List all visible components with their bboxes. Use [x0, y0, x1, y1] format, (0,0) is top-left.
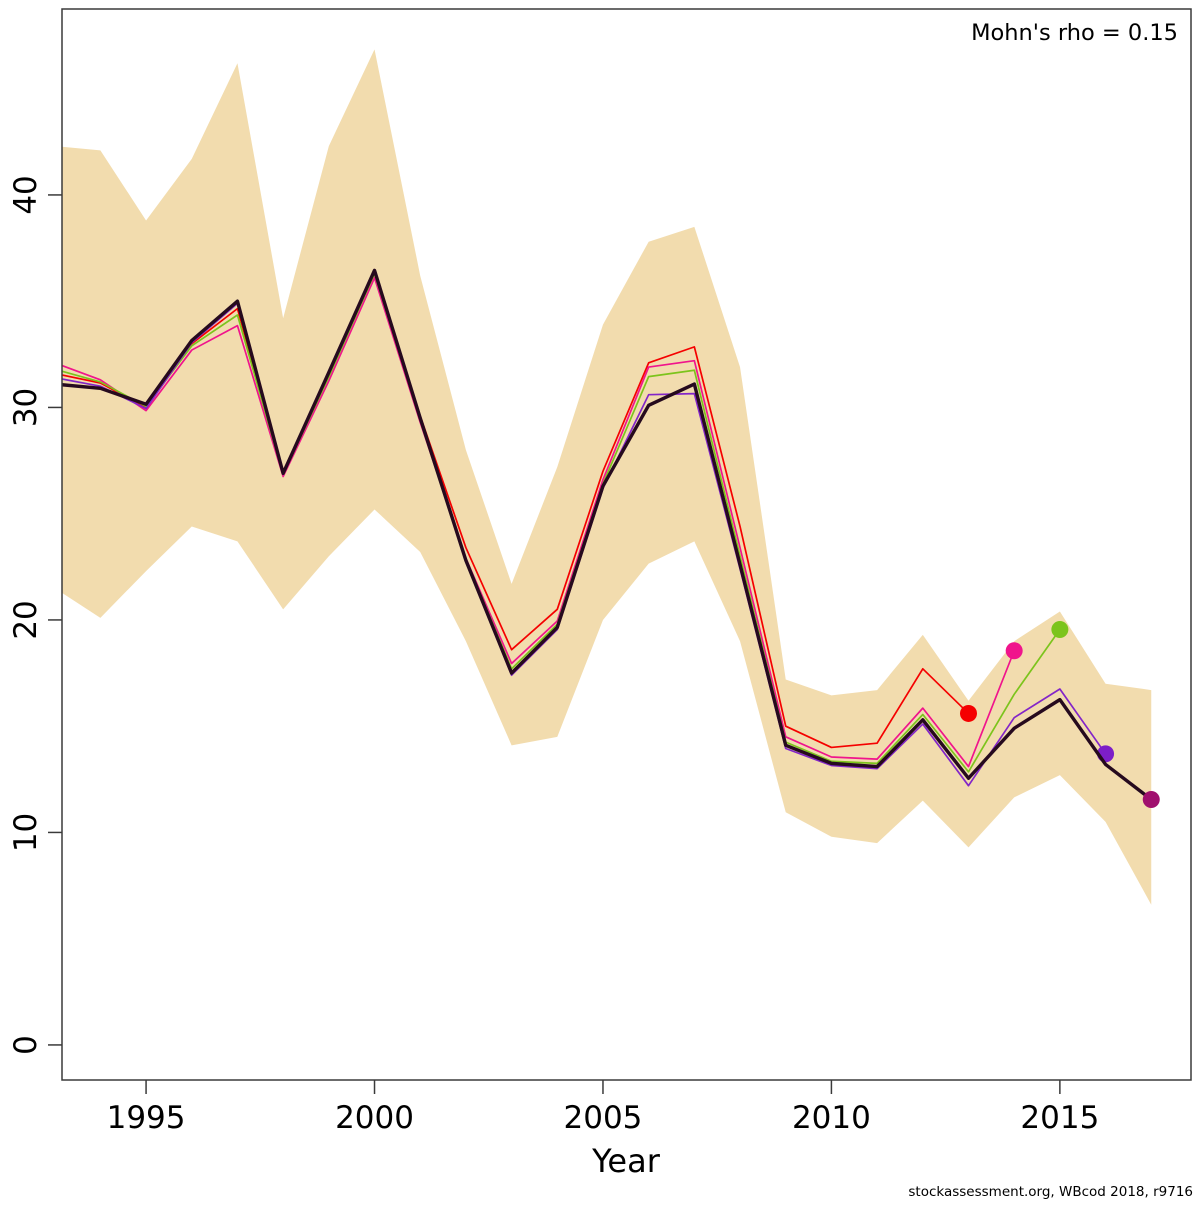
y-axis-tick-label: 20 [8, 600, 44, 639]
retro-peel-2014-line [62, 276, 1016, 768]
final-run-confidence-band [62, 49, 1152, 905]
final-run-line [62, 268, 1153, 802]
axes-layer: 1995 2000 2005 2010 2015 0 10 20 30 40 [8, 175, 1099, 1136]
x-axis-tick-label: 2015 [1020, 1100, 1099, 1136]
mohns-rho-annotation: Mohn's rho = 0.15 [971, 20, 1178, 46]
x-axis-tick-label: 1995 [107, 1100, 186, 1136]
retro-peel-2015-endpoint-dot [1051, 621, 1069, 638]
retro-peel-2013-endpoint-dot [959, 704, 977, 722]
plot-border-box [61, 8, 1192, 1081]
x-axis-tick-label: 2010 [792, 1100, 871, 1136]
confidence-band-layer [62, 49, 1152, 905]
footer-credit: stockassessment.org, WBcod 2018, r9716 [908, 1184, 1193, 1200]
y-axis-tick-label: 40 [8, 175, 44, 214]
retro-peel-2014-endpoint-dot [1005, 642, 1023, 660]
x-axis-tick-label: 2000 [335, 1100, 414, 1136]
series-layer [62, 268, 1160, 808]
y-axis-tick-label: 0 [8, 1035, 44, 1055]
y-axis-tick-label: 10 [8, 813, 44, 852]
retro-peel-2013-line [62, 272, 970, 749]
x-axis-title: Year [591, 1142, 661, 1180]
x-axis-tick-label: 2005 [564, 1100, 643, 1136]
y-axis-tick-label: 30 [8, 388, 44, 427]
final-run-endpoint-dot [1142, 791, 1160, 808]
